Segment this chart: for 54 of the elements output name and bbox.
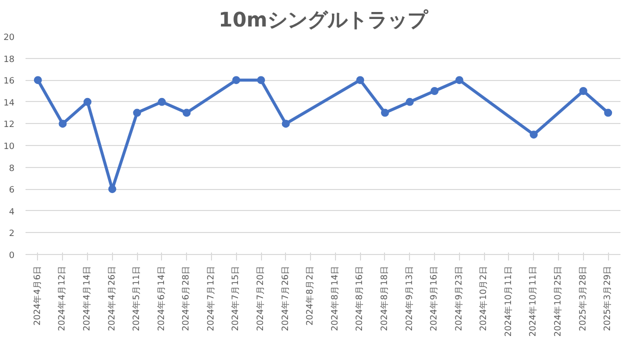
x-tick-label: 2024年4月6日	[32, 265, 43, 326]
y-tick-label: 20	[3, 33, 14, 43]
y-tick-label: 10	[3, 142, 14, 152]
y-tick-label: 6	[8, 186, 15, 196]
point	[455, 76, 464, 84]
x-tick-label: 2024年5月11日	[131, 265, 142, 332]
x-tick-label: 2024年4月14日	[81, 265, 92, 332]
y-tick-label: 12	[3, 120, 14, 130]
y-tick-label: 8	[8, 164, 15, 174]
y-tick-label: 2	[8, 229, 15, 240]
x-tick-label: 2025年3月29日	[602, 265, 614, 332]
point	[530, 130, 538, 139]
x-tick-label: 2024年9月16日	[428, 265, 440, 332]
y-tick-label: 16	[3, 76, 14, 87]
point	[108, 185, 116, 194]
point	[356, 76, 364, 84]
x-tick-label: 2024年8月2日	[304, 265, 316, 326]
x-tick-label: 2024年7月20日	[255, 265, 266, 332]
point	[406, 98, 414, 106]
point	[380, 108, 389, 117]
x-tick-label: 2024年7月12日	[205, 265, 216, 332]
x-tick-label: 2024年10月11日	[502, 265, 514, 337]
point	[83, 98, 92, 106]
point	[430, 87, 439, 95]
point	[257, 76, 266, 84]
point	[182, 108, 191, 117]
x-tick-label: 2025年3月28日	[577, 265, 588, 332]
x-tick-label: 2024年10月25日	[552, 265, 564, 337]
x-tick-label: 2024年10月11日	[528, 265, 539, 337]
y-tick-label: 4	[8, 207, 15, 218]
y-tick-label: 14	[3, 98, 15, 108]
x-tick-label: 2024年9月13日	[404, 265, 415, 332]
chart-title: 10mシングルトラップ	[218, 8, 428, 32]
point	[58, 120, 67, 128]
point	[133, 108, 142, 117]
x-tick-label: 2024年4月12日	[56, 265, 68, 332]
x-tick-label: 2024年6月14日	[156, 265, 167, 332]
y-tick-label: 0	[8, 251, 15, 261]
x-tick-label: 2024年8月14日	[329, 265, 340, 332]
x-tick-label: 2024年6月28日	[180, 265, 192, 332]
x-tick-label: 2024年8月16日	[354, 265, 366, 332]
x-tick-label: 2024年7月26日	[280, 265, 291, 332]
point	[232, 76, 240, 84]
x-tick-label: 2024年10月2日	[478, 265, 490, 332]
x-tick-label: 2024年9月23日	[453, 265, 464, 332]
point	[604, 108, 612, 117]
point	[34, 76, 42, 84]
x-tick-label: 2024年4月26日	[106, 265, 118, 332]
x-tick-label: 2024年7月15日	[230, 265, 242, 332]
point	[579, 87, 588, 95]
point	[282, 120, 290, 128]
y-tick-label: 18	[3, 54, 14, 65]
x-tick-label: 2024年8月18日	[378, 265, 390, 332]
point	[158, 98, 166, 106]
